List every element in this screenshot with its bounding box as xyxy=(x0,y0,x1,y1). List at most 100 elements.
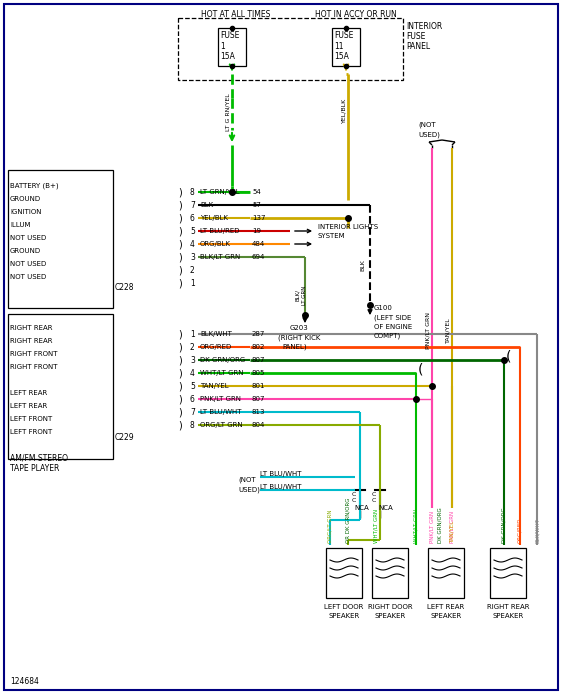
Text: (LEFT SIDE: (LEFT SIDE xyxy=(374,315,412,321)
Text: G100: G100 xyxy=(374,305,393,311)
Text: INTERIOR LIGHTS: INTERIOR LIGHTS xyxy=(318,224,378,230)
Text: LT BLU/WHT: LT BLU/WHT xyxy=(260,484,302,490)
Text: AM/FM STEREO: AM/FM STEREO xyxy=(10,453,68,462)
Text: ): ) xyxy=(178,187,182,197)
Text: 124684: 124684 xyxy=(10,677,39,686)
Text: NCA: NCA xyxy=(378,505,393,511)
Text: TAN/YEL: TAN/YEL xyxy=(200,383,229,389)
Text: WHT/LT GRN: WHT/LT GRN xyxy=(373,509,378,543)
Text: 11: 11 xyxy=(334,42,343,51)
Text: USED): USED) xyxy=(238,486,260,493)
Text: BLK/: BLK/ xyxy=(296,289,301,301)
Text: 6: 6 xyxy=(190,394,195,403)
Text: LT BLU/WHT: LT BLU/WHT xyxy=(260,471,302,477)
Text: SPEAKER: SPEAKER xyxy=(493,613,524,619)
Text: ): ) xyxy=(178,329,182,339)
Text: PNK/LT GRN: PNK/LT GRN xyxy=(449,511,454,543)
Text: ): ) xyxy=(178,381,182,391)
Text: RIGHT REAR: RIGHT REAR xyxy=(10,338,52,344)
Text: LT GRN: LT GRN xyxy=(302,285,307,305)
Text: 807: 807 xyxy=(252,357,266,363)
Text: ): ) xyxy=(178,342,182,352)
Text: 484: 484 xyxy=(252,241,265,247)
Text: 5: 5 xyxy=(190,226,195,235)
Text: 1: 1 xyxy=(220,42,225,51)
Text: FUSE: FUSE xyxy=(334,31,354,40)
Text: ): ) xyxy=(178,265,182,275)
Text: 1: 1 xyxy=(190,278,195,287)
Text: ORG/RED: ORG/RED xyxy=(200,344,233,350)
Text: ORG/LT GRN: ORG/LT GRN xyxy=(200,422,243,428)
Text: HOT AT ALL TIMES: HOT AT ALL TIMES xyxy=(201,10,270,19)
Text: 8: 8 xyxy=(190,187,195,196)
Text: LEFT REAR: LEFT REAR xyxy=(10,390,47,396)
Bar xyxy=(428,548,464,598)
Text: BLK/WHT: BLK/WHT xyxy=(534,518,539,543)
Text: C: C xyxy=(372,491,377,496)
Text: 54: 54 xyxy=(252,189,261,195)
Bar xyxy=(8,314,113,459)
Text: (: ( xyxy=(418,362,423,376)
Text: 807: 807 xyxy=(252,396,266,402)
Text: PNK/LT GRN: PNK/LT GRN xyxy=(200,396,241,402)
Text: GROUND: GROUND xyxy=(10,196,41,202)
Text: GROUND: GROUND xyxy=(10,248,41,254)
Text: LT BLU/WHT: LT BLU/WHT xyxy=(200,409,242,415)
Text: 287: 287 xyxy=(252,331,265,337)
Text: 2: 2 xyxy=(190,266,195,275)
Text: 694: 694 xyxy=(252,254,265,260)
Text: 2: 2 xyxy=(190,343,195,351)
Text: (NOT: (NOT xyxy=(238,477,256,483)
Text: PNK/LT GRN: PNK/LT GRN xyxy=(430,511,435,543)
Text: LT G RN/YEL: LT G RN/YEL xyxy=(226,93,230,131)
Text: SYSTEM: SYSTEM xyxy=(318,233,346,239)
Text: 1: 1 xyxy=(190,330,195,339)
Text: LEFT FRONT: LEFT FRONT xyxy=(10,416,52,422)
Text: (NOT: (NOT xyxy=(418,121,436,128)
Text: 804: 804 xyxy=(252,422,265,428)
Text: (RIGHT KICK: (RIGHT KICK xyxy=(278,335,320,341)
Text: TAN/YEL: TAN/YEL xyxy=(445,317,450,343)
Text: C: C xyxy=(372,498,377,502)
Text: YEL/BLK: YEL/BLK xyxy=(342,97,346,123)
Text: C: C xyxy=(352,498,356,502)
Text: ): ) xyxy=(178,278,182,288)
Text: INTERIOR: INTERIOR xyxy=(406,22,443,31)
Text: ): ) xyxy=(178,368,182,378)
Text: NOT USED: NOT USED xyxy=(10,274,46,280)
Text: PNK/LT GRN: PNK/LT GRN xyxy=(426,312,431,348)
Text: 813: 813 xyxy=(252,409,266,415)
Text: SPEAKER: SPEAKER xyxy=(374,613,405,619)
Text: RIGHT REAR: RIGHT REAR xyxy=(487,604,529,610)
Text: LT GRN/YEL: LT GRN/YEL xyxy=(200,189,240,195)
Text: ): ) xyxy=(178,355,182,365)
Text: HOT IN ACCY OR RUN: HOT IN ACCY OR RUN xyxy=(315,10,397,19)
Text: 805: 805 xyxy=(252,370,265,376)
Text: BLK: BLK xyxy=(360,259,365,271)
Text: FUSE: FUSE xyxy=(220,31,239,40)
Text: LEFT REAR: LEFT REAR xyxy=(427,604,464,610)
Text: TAPE PLAYER: TAPE PLAYER xyxy=(10,464,59,473)
Text: ILLUM: ILLUM xyxy=(10,222,30,228)
Text: 6: 6 xyxy=(190,214,195,223)
Bar xyxy=(8,170,113,308)
Text: TAN/YEL: TAN/YEL xyxy=(449,520,454,543)
Text: 15A: 15A xyxy=(334,51,349,60)
Text: ): ) xyxy=(178,200,182,210)
Text: ): ) xyxy=(178,394,182,404)
Text: ORG/RED: ORG/RED xyxy=(517,518,522,543)
Text: OF ENGINE: OF ENGINE xyxy=(374,324,412,330)
Text: LEFT REAR: LEFT REAR xyxy=(10,403,47,409)
Text: DK GRN/ORG: DK GRN/ORG xyxy=(200,357,245,363)
Bar xyxy=(490,548,526,598)
Text: 7: 7 xyxy=(190,407,195,416)
Text: USED): USED) xyxy=(418,132,440,138)
Bar xyxy=(372,548,408,598)
Text: BLK: BLK xyxy=(200,202,213,208)
Text: RIGHT DOOR: RIGHT DOOR xyxy=(368,604,412,610)
Text: G203: G203 xyxy=(290,325,309,331)
Text: 8: 8 xyxy=(190,421,195,430)
Text: 4: 4 xyxy=(190,239,195,248)
Text: NOT USED: NOT USED xyxy=(10,261,46,267)
Bar xyxy=(178,18,403,80)
